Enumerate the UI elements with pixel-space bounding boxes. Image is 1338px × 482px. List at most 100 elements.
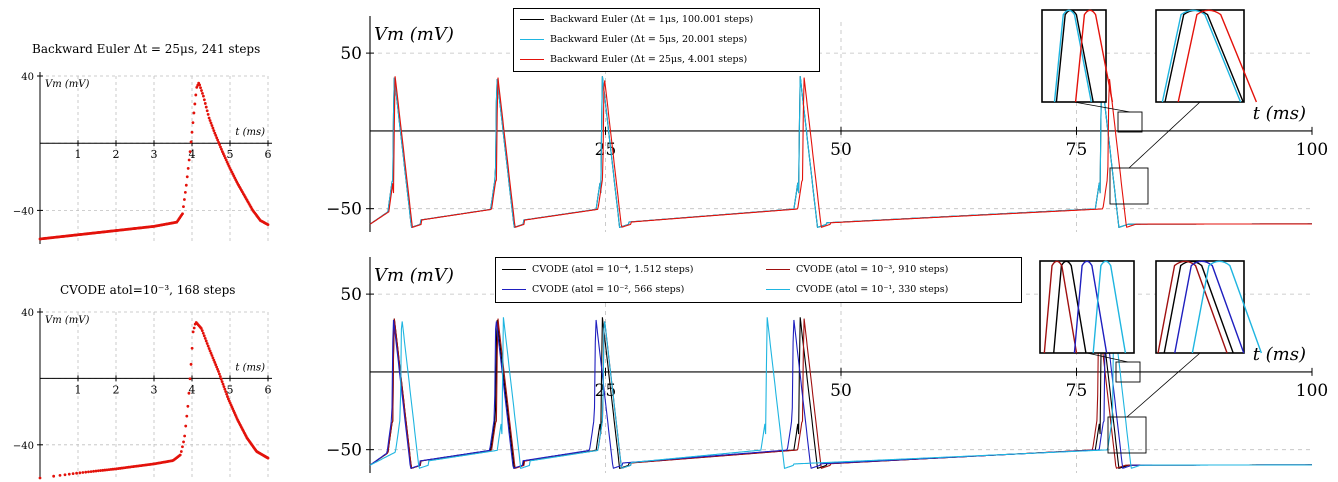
data-point xyxy=(221,150,224,154)
data-point xyxy=(205,109,209,113)
x-tick-label: 3 xyxy=(151,383,158,396)
data-point xyxy=(198,83,202,87)
y-tick-label: −40 xyxy=(13,441,34,452)
data-point xyxy=(199,326,203,330)
data-point xyxy=(201,331,205,335)
data-point xyxy=(219,145,222,149)
data-point xyxy=(202,334,206,338)
scatter-plot-svg: 1 2 3 4 5 6 40 −40 Vm (mV) t (ms) xyxy=(13,72,272,244)
data-point xyxy=(200,329,204,333)
legend-swatch xyxy=(766,289,790,290)
x-axis-label: t (ms) xyxy=(1253,103,1306,124)
data-point xyxy=(200,89,203,92)
data-point xyxy=(224,158,228,162)
data-point xyxy=(220,380,224,384)
data-point xyxy=(207,116,211,120)
data-point xyxy=(223,387,227,391)
x-tick-label: 2 xyxy=(113,148,120,161)
data-point xyxy=(193,102,197,106)
y-axis-label: Vm (mV) xyxy=(45,79,89,90)
data-point xyxy=(199,86,202,90)
data-point xyxy=(188,150,192,154)
data-point xyxy=(183,434,187,438)
y-tick-label: 40 xyxy=(21,308,34,319)
y-axis-label: Vm (mV) xyxy=(45,315,89,326)
inset-connector xyxy=(1086,352,1129,363)
legend-entry: CVODE (atol = 10⁻⁴, 1.512 steps) xyxy=(502,264,693,275)
legend-swatch xyxy=(520,19,544,20)
data-point xyxy=(225,392,228,396)
legend-label: CVODE (atol = 10⁻², 566 steps) xyxy=(532,284,685,295)
data-point xyxy=(204,339,208,343)
y-tick-label: 50 xyxy=(340,285,362,305)
data-point xyxy=(103,468,107,472)
series-line xyxy=(369,76,1312,229)
data-point xyxy=(187,158,191,162)
main-chart-bottom: 25 50 75 100 50 −50 Vm (mV) t (ms) CVODE (atol … xyxy=(300,245,1338,482)
data-point xyxy=(183,198,186,201)
inset-box xyxy=(1039,260,1135,354)
inset-box xyxy=(1155,260,1245,354)
data-point xyxy=(191,121,195,125)
scatter-plot-svg: 1 2 3 4 5 6 40 −40 Vm (mV) t (ms) xyxy=(13,308,272,480)
data-point xyxy=(192,326,196,330)
data-point xyxy=(178,453,182,457)
data-point xyxy=(81,471,85,474)
data-point xyxy=(186,167,190,170)
data-point xyxy=(226,395,229,398)
data-point xyxy=(226,162,230,166)
legend-swatch xyxy=(502,289,526,290)
x-tick-label: 4 xyxy=(189,148,196,161)
data-point xyxy=(190,130,194,134)
data-point xyxy=(58,473,62,477)
x-tick-label: 4 xyxy=(189,383,196,396)
data-point xyxy=(210,354,214,357)
data-point xyxy=(87,470,90,474)
data-point xyxy=(216,138,220,142)
y-axis-label: Vm (mV) xyxy=(374,24,454,45)
inset-series-line xyxy=(1191,260,1263,354)
zoom-region xyxy=(1117,111,1143,133)
data-point xyxy=(84,470,88,474)
chart-title: Backward Euler Δt = 25μs, 241 steps xyxy=(32,42,261,56)
data-point xyxy=(194,93,198,97)
data-point xyxy=(211,356,215,360)
data-point xyxy=(210,124,214,127)
legend-label: CVODE (atol = 10⁻³, 910 steps) xyxy=(796,264,949,275)
x-tick-label: 1 xyxy=(75,383,82,396)
data-point xyxy=(67,472,71,476)
data-point xyxy=(205,342,209,345)
data-point xyxy=(214,363,218,367)
x-tick-label: 100 xyxy=(1296,140,1328,160)
data-point xyxy=(204,105,208,109)
inset-series-line xyxy=(1161,9,1242,103)
x-tick-label: 1 xyxy=(75,148,82,161)
data-point xyxy=(215,136,219,140)
x-axis-label: t (ms) xyxy=(235,127,265,138)
data-point xyxy=(208,119,212,122)
data-point xyxy=(218,375,222,378)
inset-series-line xyxy=(1043,260,1078,354)
inset-series-line xyxy=(1157,260,1228,354)
data-point xyxy=(209,351,213,355)
data-point xyxy=(202,94,205,98)
data-point xyxy=(182,205,185,209)
inset-series-line xyxy=(1092,260,1127,354)
legend-swatch xyxy=(502,269,526,270)
inset-series-line xyxy=(1163,260,1234,354)
inset-series-line xyxy=(1074,9,1114,103)
inset-series-line xyxy=(1177,9,1258,103)
x-tick-label: 2 xyxy=(113,383,120,396)
data-point xyxy=(71,472,75,476)
legend-entry: Backward Euler (Δt = 1μs, 100.001 steps) xyxy=(520,14,753,25)
y-axis-label: Vm (mV) xyxy=(374,265,454,286)
legend-label: Backward Euler (Δt = 25μs, 4.001 steps) xyxy=(550,54,748,65)
data-point xyxy=(222,154,226,158)
x-axis-label: t (ms) xyxy=(1253,344,1306,365)
small-chart-bottom: CVODE atol=10⁻³, 168 steps 1 2 3 4 5 6 40 −40 Vm… xyxy=(0,245,300,482)
data-point xyxy=(182,440,185,444)
data-point xyxy=(99,469,102,472)
data-point xyxy=(181,212,184,216)
data-point xyxy=(101,468,105,472)
